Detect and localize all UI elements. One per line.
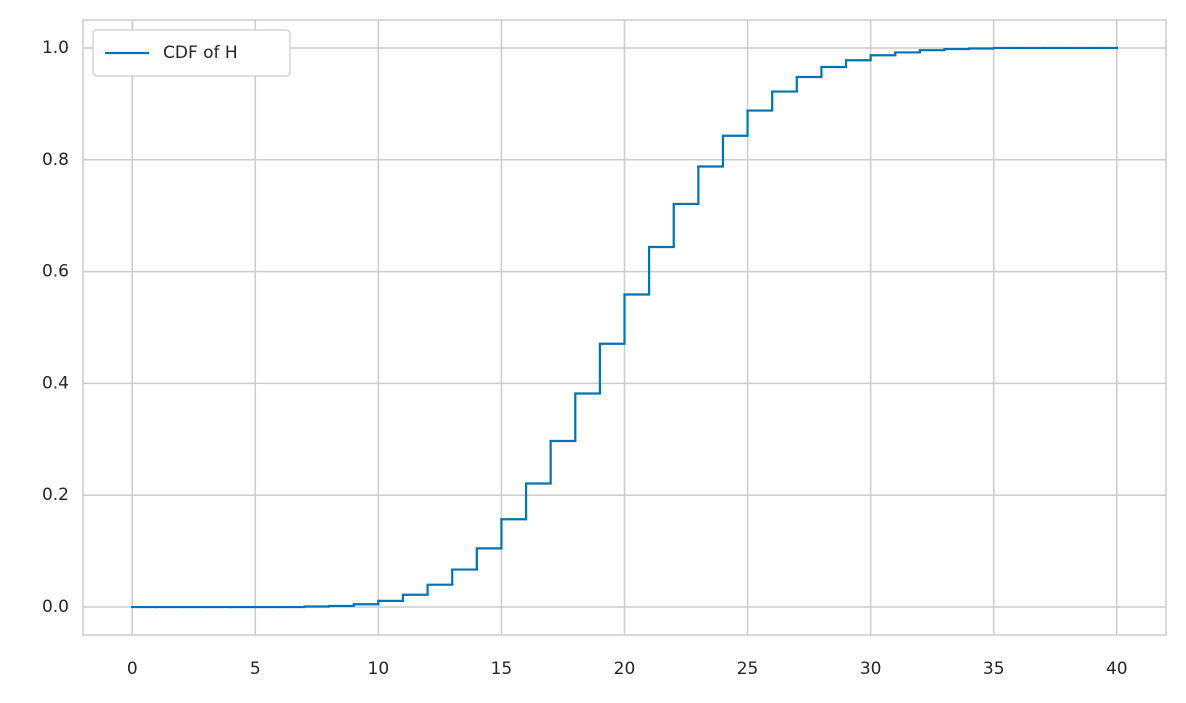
step-riser xyxy=(303,47,995,608)
x-tick-label: 15 xyxy=(491,659,513,679)
x-tick-label: 20 xyxy=(614,659,636,679)
x-tick-label: 0 xyxy=(127,659,138,679)
x-tick-label: 25 xyxy=(737,659,759,679)
legend-label: CDF of H xyxy=(163,43,238,63)
y-tick-label: 0.6 xyxy=(42,262,69,282)
y-tick-label: 1.0 xyxy=(42,38,69,58)
y-tick-label: 0.4 xyxy=(42,373,69,393)
x-tick-label: 35 xyxy=(983,659,1005,679)
x-tick-label: 40 xyxy=(1106,659,1128,679)
y-tick-label: 0.2 xyxy=(42,485,69,505)
legend: CDF of H xyxy=(92,29,291,77)
x-tick-label: 30 xyxy=(860,659,882,679)
plot-frame xyxy=(82,19,1167,636)
x-tick-label: 5 xyxy=(250,659,261,679)
x-tick-label: 10 xyxy=(368,659,390,679)
y-tick-label: 0.0 xyxy=(42,597,69,617)
legend-box xyxy=(92,29,291,77)
y-tick-label: 0.8 xyxy=(42,150,69,170)
